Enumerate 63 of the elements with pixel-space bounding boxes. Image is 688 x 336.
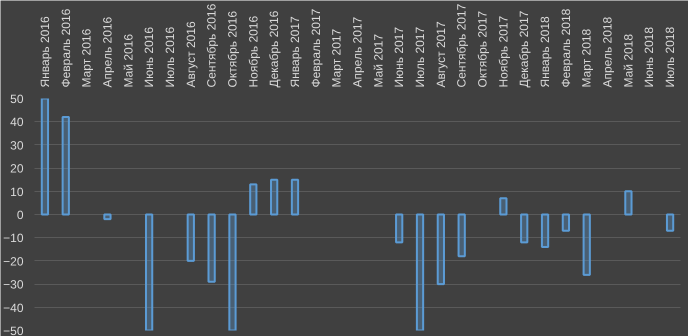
x-tick-label: Сентябрь 2016 xyxy=(204,3,219,88)
x-tick-label: Ноябрь 2017 xyxy=(496,16,510,88)
x-tick-label: Декабрь 2016 xyxy=(267,10,282,88)
bar xyxy=(624,190,633,216)
y-tick-label: 40 xyxy=(10,115,24,130)
bar xyxy=(436,214,445,286)
x-tick-label: Сентябрь 2017 xyxy=(454,3,469,88)
bar xyxy=(270,178,278,216)
y-tick-label: −20 xyxy=(3,254,24,268)
y-tick-label: 20 xyxy=(10,162,24,176)
x-tick-label: Май 2016 xyxy=(121,34,136,88)
x-tick-label: Август 2017 xyxy=(434,21,448,88)
x-tick-label: Март 2017 xyxy=(330,28,344,88)
x-tick-label: Июнь 2016 xyxy=(142,26,156,88)
x-tick-label: Октябрь 2017 xyxy=(476,10,490,88)
y-tick-label: −50 xyxy=(3,324,24,336)
bar xyxy=(666,214,674,232)
x-tick-label: Январь 2017 xyxy=(288,16,302,88)
bar xyxy=(458,214,466,258)
bar xyxy=(186,214,195,262)
bar xyxy=(582,214,591,276)
bar xyxy=(103,214,112,220)
y-tick-label: −30 xyxy=(3,278,24,292)
bar xyxy=(416,214,424,330)
bar xyxy=(249,183,258,216)
bar xyxy=(290,178,300,216)
bar xyxy=(520,214,528,244)
x-tick-label: Май 2017 xyxy=(371,34,386,88)
x-tick-label: Декабрь 2017 xyxy=(517,10,532,88)
x-tick-label: Январь 2018 xyxy=(538,16,552,88)
y-tick-label: 0 xyxy=(16,208,24,222)
x-tick-label: Июнь 2017 xyxy=(392,26,406,88)
x-tick-label: Апрель 2018 xyxy=(600,16,615,88)
bar xyxy=(62,116,70,216)
bar xyxy=(395,214,404,244)
x-tick-label: Ноябрь 2016 xyxy=(246,16,260,88)
y-tick-label: 50 xyxy=(10,92,24,106)
x-tick-label: Июль 2018 xyxy=(663,26,678,88)
x-tick-label: Январь 2016 xyxy=(38,16,52,88)
x-tick-label: Апрель 2016 xyxy=(100,16,114,88)
x-tick-label: Февраль 2016 xyxy=(58,8,73,88)
x-tick-label: Октябрь 2016 xyxy=(225,10,240,88)
x-tick-label: Март 2018 xyxy=(580,28,594,88)
x-tick-label: Июнь 2018 xyxy=(642,26,656,88)
bar xyxy=(540,214,550,248)
x-tick-label: Февраль 2017 xyxy=(308,8,323,88)
bar xyxy=(144,214,154,330)
bar xyxy=(40,98,50,216)
x-tick-label: Август 2016 xyxy=(184,21,198,88)
bar xyxy=(208,214,216,283)
y-tick-label: −40 xyxy=(3,300,24,315)
x-tick-label: Февраль 2018 xyxy=(558,8,573,88)
y-tick-label: 30 xyxy=(10,138,24,152)
bar xyxy=(562,214,570,232)
x-tick-label: Апрель 2017 xyxy=(350,16,364,88)
y-tick-label: 10 xyxy=(10,184,24,199)
x-tick-label: Июль 2016 xyxy=(162,26,177,88)
x-tick-label: Июль 2017 xyxy=(413,26,428,88)
y-tick-label: −10 xyxy=(3,231,24,246)
bar xyxy=(499,197,508,216)
x-tick-label: Май 2018 xyxy=(621,34,636,88)
bar xyxy=(228,214,237,330)
x-tick-label: Март 2016 xyxy=(80,28,94,88)
